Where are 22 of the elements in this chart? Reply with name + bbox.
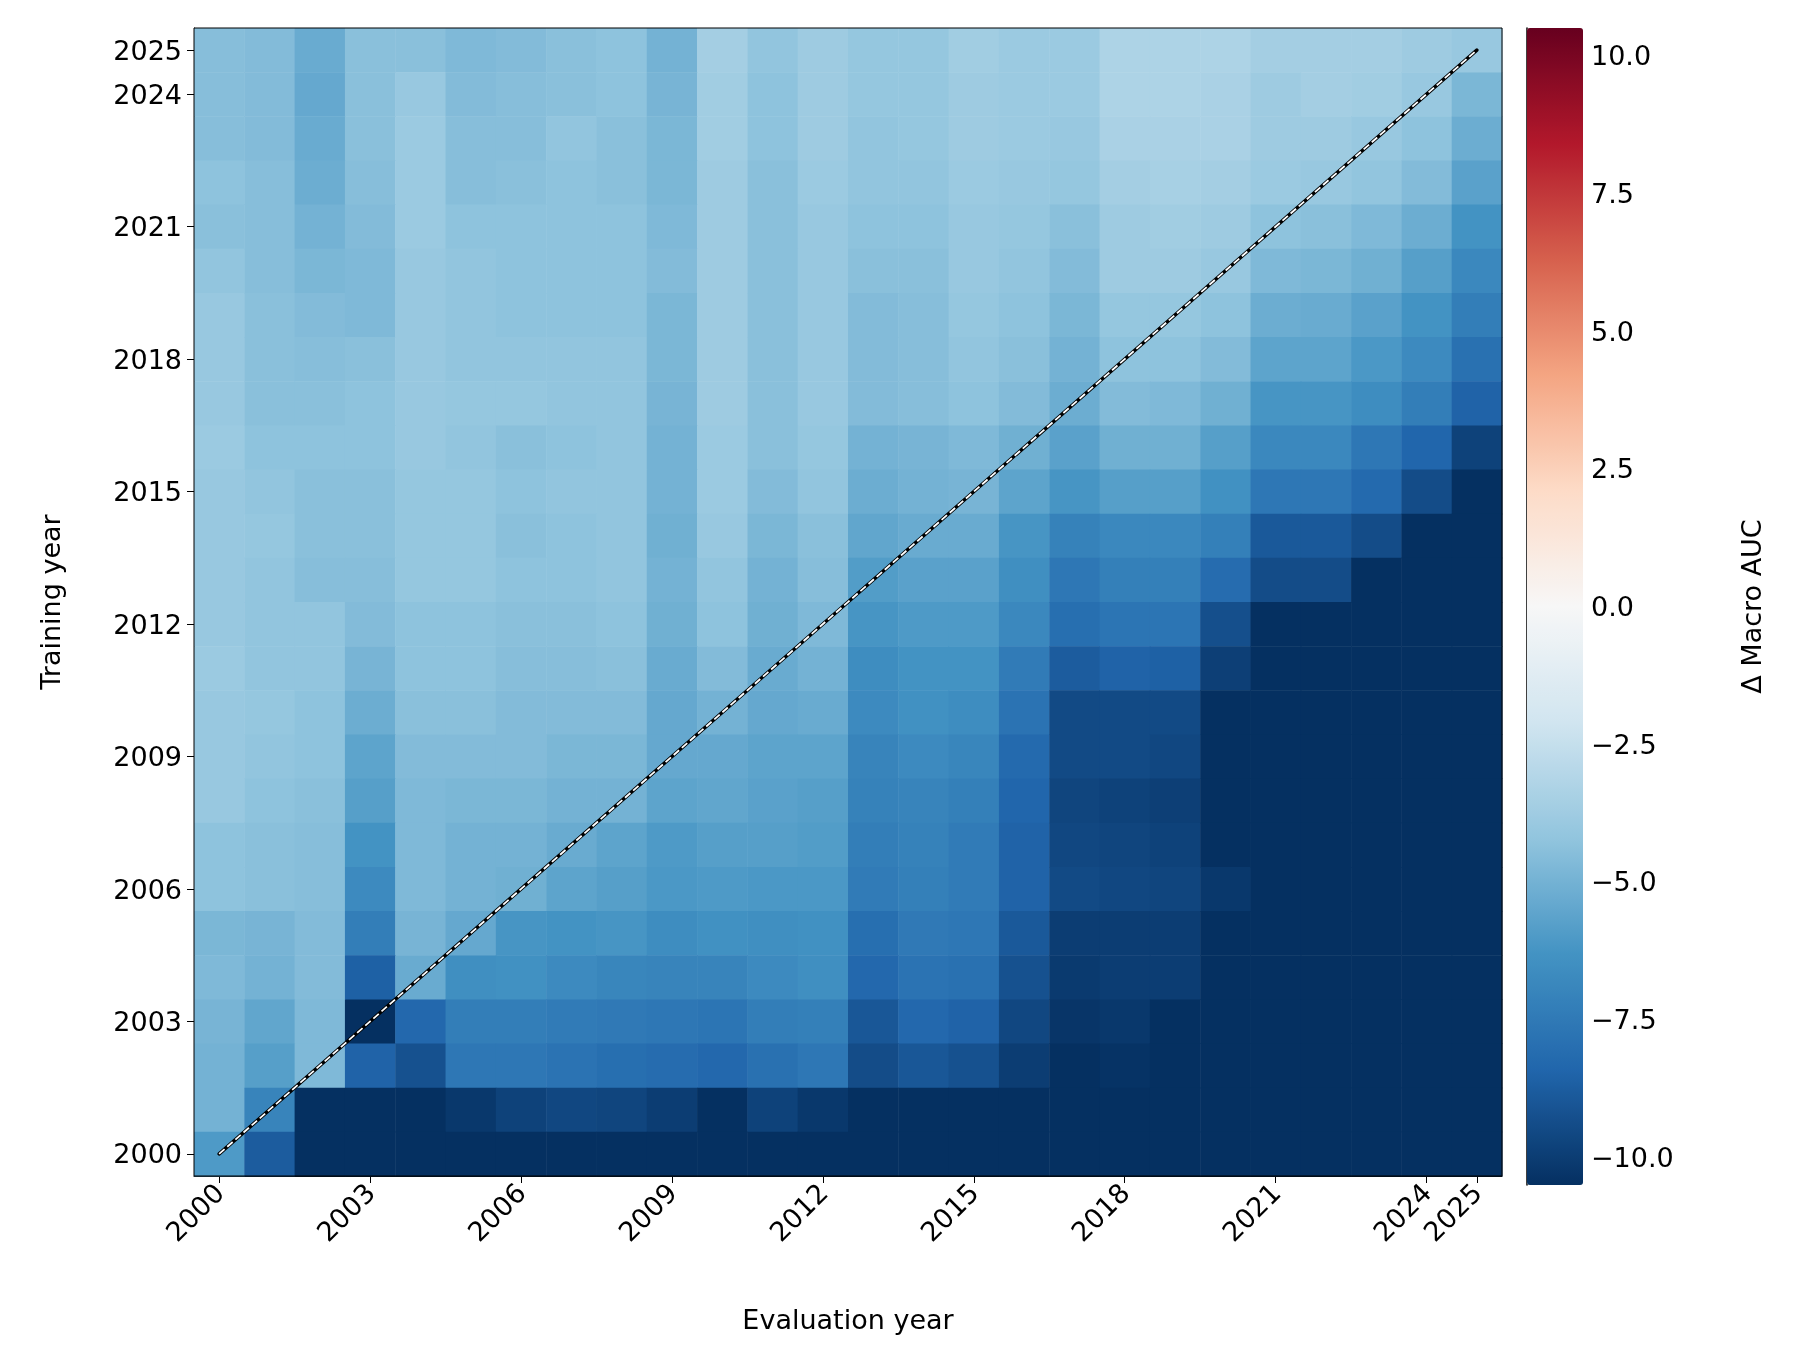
- y-tick-label: 2003: [113, 1005, 182, 1037]
- color-bar-label: −2.5: [1591, 728, 1657, 760]
- y-tick-label: 2009: [113, 741, 182, 773]
- color-bar-label: 0.0: [1591, 591, 1634, 622]
- y-tick-label: 2012: [113, 608, 182, 640]
- y-tick-label: 2015: [113, 476, 182, 508]
- y-tick-label: 2025: [113, 34, 182, 66]
- y-tick-label: 2024: [113, 78, 182, 110]
- color-bar-label: 5.0: [1591, 315, 1634, 347]
- color-bar-label: −5.0: [1591, 866, 1657, 898]
- color-bar-label: 2.5: [1591, 453, 1634, 485]
- color-bar-label: −7.5: [1591, 1004, 1657, 1036]
- y-tick-label: 2006: [113, 873, 182, 905]
- color-bar-label: 7.5: [1591, 177, 1634, 209]
- color-bar-label: −10.0: [1591, 1141, 1674, 1173]
- color-bar-title: Δ Macro AUC: [1736, 519, 1767, 694]
- y-tick-label: 2018: [113, 343, 182, 375]
- x-axis-title: Evaluation year: [742, 1304, 955, 1335]
- color-bar-label: 10.0: [1591, 40, 1652, 72]
- y-axis-title: Training year: [35, 513, 66, 691]
- y-tick-label: 2021: [113, 211, 182, 243]
- y-tick-label: 2000: [113, 1138, 182, 1170]
